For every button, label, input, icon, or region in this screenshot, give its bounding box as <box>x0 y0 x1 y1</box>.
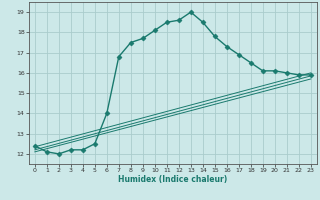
X-axis label: Humidex (Indice chaleur): Humidex (Indice chaleur) <box>118 175 228 184</box>
